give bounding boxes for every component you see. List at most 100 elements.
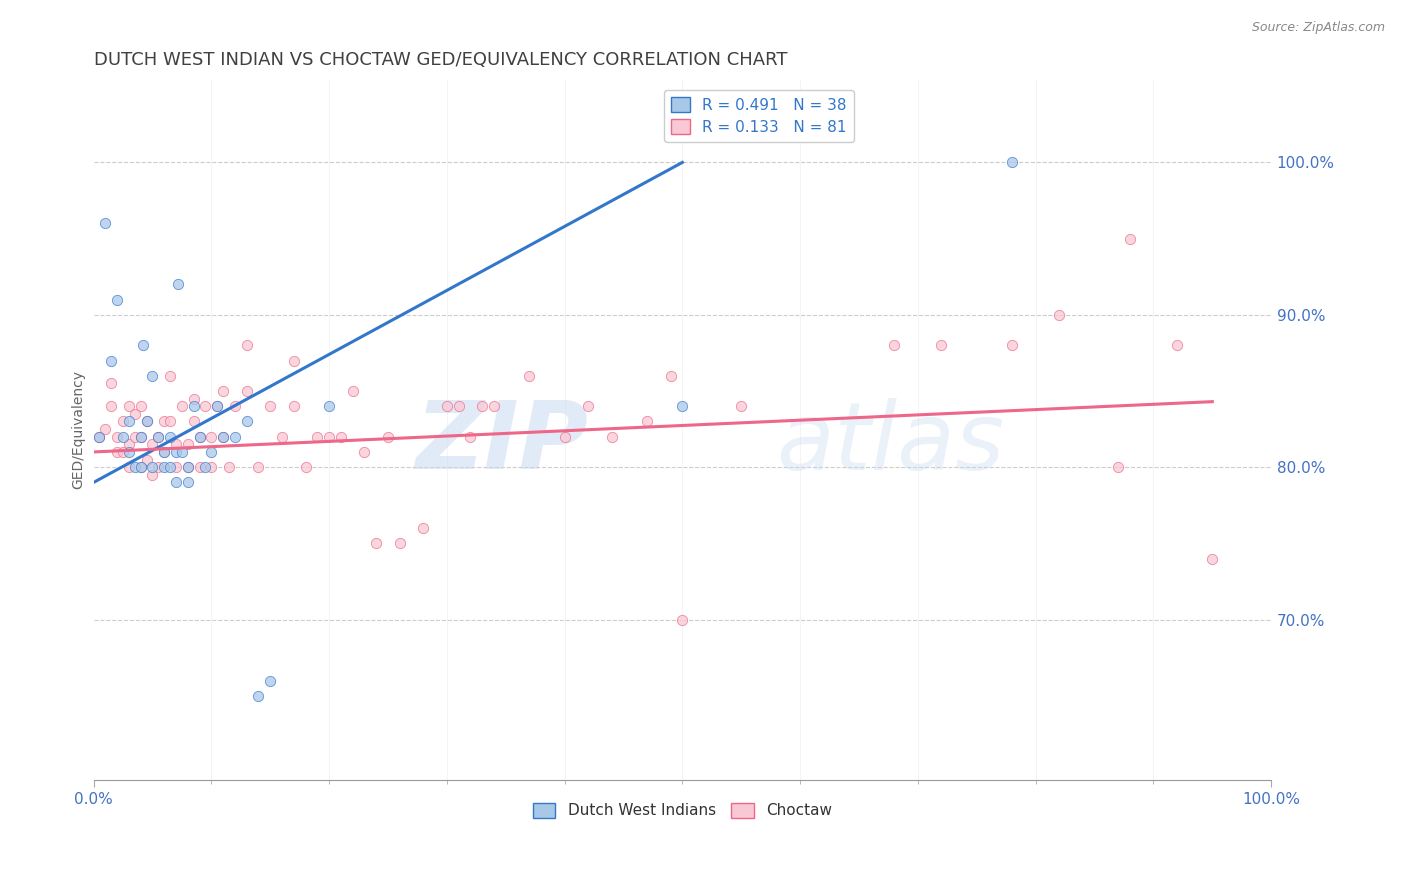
Point <box>129 430 152 444</box>
Point <box>141 460 163 475</box>
Point <box>1107 460 1129 475</box>
Point <box>118 437 141 451</box>
Point <box>159 460 181 475</box>
Point <box>118 414 141 428</box>
Point <box>153 445 176 459</box>
Point <box>188 460 211 475</box>
Point <box>212 430 235 444</box>
Point <box>460 430 482 444</box>
Point <box>124 430 146 444</box>
Point <box>135 414 157 428</box>
Point <box>235 338 257 352</box>
Point <box>111 414 134 428</box>
Text: DUTCH WEST INDIAN VS CHOCTAW GED/EQUIVALENCY CORRELATION CHART: DUTCH WEST INDIAN VS CHOCTAW GED/EQUIVAL… <box>94 51 787 69</box>
Point <box>1001 338 1024 352</box>
Point <box>342 384 364 398</box>
Point <box>224 399 246 413</box>
Point <box>153 445 176 459</box>
Text: Source: ZipAtlas.com: Source: ZipAtlas.com <box>1251 21 1385 34</box>
Point <box>124 460 146 475</box>
Point <box>235 414 257 428</box>
Point <box>100 376 122 391</box>
Point <box>329 430 352 444</box>
Point <box>118 399 141 413</box>
Point <box>159 414 181 428</box>
Point <box>412 521 434 535</box>
Point <box>188 430 211 444</box>
Point <box>135 414 157 428</box>
Point <box>105 445 128 459</box>
Point <box>118 445 141 459</box>
Point <box>218 460 240 475</box>
Point <box>200 445 222 459</box>
Point <box>224 430 246 444</box>
Point <box>153 460 176 475</box>
Point <box>436 399 458 413</box>
Point <box>183 392 205 406</box>
Point <box>159 368 181 383</box>
Point <box>124 407 146 421</box>
Point <box>89 430 111 444</box>
Point <box>94 216 117 230</box>
Point <box>283 353 305 368</box>
Point <box>205 399 228 413</box>
Point <box>1047 308 1070 322</box>
Point <box>283 399 305 413</box>
Point <box>471 399 494 413</box>
Point <box>294 460 316 475</box>
Point <box>188 430 211 444</box>
Point <box>636 414 658 428</box>
Point <box>183 414 205 428</box>
Text: ZIP: ZIP <box>415 397 588 489</box>
Point <box>129 460 152 475</box>
Point <box>148 430 170 444</box>
Point <box>159 430 181 444</box>
Point <box>170 445 193 459</box>
Point <box>366 536 388 550</box>
Point <box>183 399 205 413</box>
Point <box>931 338 953 352</box>
Point <box>318 430 340 444</box>
Point <box>235 384 257 398</box>
Point <box>205 399 228 413</box>
Point <box>883 338 905 352</box>
Point <box>353 445 375 459</box>
Y-axis label: GED/Equivalency: GED/Equivalency <box>72 369 86 489</box>
Point <box>212 384 235 398</box>
Point <box>447 399 470 413</box>
Point <box>111 445 134 459</box>
Point <box>194 460 217 475</box>
Point <box>1119 231 1142 245</box>
Point <box>148 460 170 475</box>
Point <box>135 452 157 467</box>
Point <box>129 460 152 475</box>
Point <box>177 475 200 490</box>
Point <box>600 430 623 444</box>
Point <box>100 399 122 413</box>
Point <box>730 399 752 413</box>
Point <box>94 422 117 436</box>
Point <box>177 460 200 475</box>
Point <box>482 399 505 413</box>
Point <box>148 430 170 444</box>
Point <box>105 430 128 444</box>
Point <box>1166 338 1188 352</box>
Point <box>141 437 163 451</box>
Point <box>141 368 163 383</box>
Text: atlas: atlas <box>776 398 1005 489</box>
Point <box>132 338 155 352</box>
Point <box>177 460 200 475</box>
Point <box>259 673 281 688</box>
Point <box>212 430 235 444</box>
Point <box>671 399 693 413</box>
Point <box>200 430 222 444</box>
Point <box>170 399 193 413</box>
Point <box>194 399 217 413</box>
Point <box>200 460 222 475</box>
Point <box>177 437 200 451</box>
Point <box>111 430 134 444</box>
Point <box>318 399 340 413</box>
Point <box>1201 551 1223 566</box>
Point <box>141 467 163 482</box>
Point <box>388 536 411 550</box>
